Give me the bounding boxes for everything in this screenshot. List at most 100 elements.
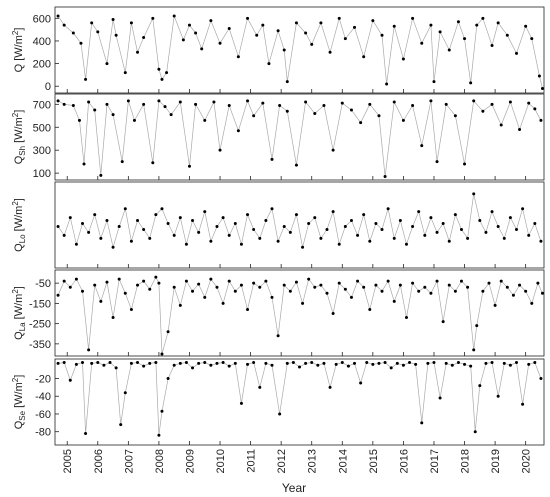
data-point — [258, 236, 262, 240]
data-point — [349, 219, 353, 223]
data-point — [246, 213, 250, 217]
data-point — [319, 283, 323, 287]
series-line — [57, 15, 543, 89]
data-point — [215, 361, 219, 365]
data-point — [258, 385, 262, 389]
data-point — [221, 216, 225, 220]
data-point — [331, 148, 335, 152]
data-point — [505, 285, 509, 289]
data-point — [527, 362, 531, 366]
data-point — [385, 82, 389, 86]
data-point — [514, 227, 518, 231]
data-point — [473, 430, 477, 434]
data-point — [261, 101, 265, 105]
data-point — [71, 31, 75, 35]
data-point — [404, 242, 408, 246]
data-point — [114, 366, 118, 370]
x-tick-label: 2011 — [246, 449, 258, 473]
data-point — [239, 283, 243, 287]
chart-panels: 0 200 400 600 Q [W/m2] 100 300 500 700 QSh [W/m2]… — [11, 6, 545, 446]
data-point — [282, 283, 286, 287]
data-point — [395, 361, 399, 365]
y-axis-label-qsh: QSh [W/m2] — [11, 110, 27, 165]
data-point — [194, 31, 198, 35]
data-point — [432, 80, 436, 84]
data-point — [278, 412, 282, 416]
data-point — [252, 281, 256, 285]
data-point — [304, 31, 308, 35]
data-point — [423, 285, 427, 289]
data-point — [392, 100, 396, 104]
data-point — [191, 219, 195, 223]
data-point — [252, 114, 256, 118]
data-point — [392, 24, 396, 28]
data-point — [246, 307, 250, 311]
data-point — [105, 102, 109, 106]
series-qse — [56, 361, 543, 437]
data-point — [136, 361, 140, 365]
data-point — [502, 236, 506, 240]
data-point — [331, 312, 335, 316]
data-point — [490, 210, 494, 214]
data-point — [401, 118, 405, 122]
data-point — [239, 401, 243, 405]
data-point — [441, 222, 445, 226]
data-point — [74, 277, 78, 281]
data-point — [490, 43, 494, 47]
data-point — [129, 21, 133, 25]
data-point — [160, 352, 164, 356]
data-point — [68, 285, 72, 289]
data-point — [108, 361, 112, 365]
data-point — [499, 279, 503, 283]
data-point — [319, 236, 323, 240]
data-point — [227, 279, 231, 283]
data-point — [316, 363, 320, 367]
data-point — [325, 227, 329, 231]
x-tick-label: 2009 — [184, 449, 196, 473]
data-point — [81, 289, 85, 293]
x-axis-ticks: 2005 2006 2007 2008 2009 2010 2011 2012 2013 2014… — [62, 449, 532, 473]
x-axis-label: Year — [282, 481, 306, 495]
data-point — [343, 224, 347, 228]
data-point — [209, 363, 213, 367]
data-point — [270, 157, 274, 161]
data-point — [466, 285, 470, 289]
data-point — [389, 366, 393, 370]
data-point — [368, 239, 372, 243]
data-point — [469, 81, 473, 85]
y-tick-label: -20 — [35, 374, 51, 386]
data-point — [62, 23, 66, 27]
data-point — [487, 281, 491, 285]
y-tick-label: 100 — [33, 168, 51, 180]
y-axis-label-qla: QLa [W/m2] — [11, 286, 27, 340]
data-point — [154, 361, 158, 365]
data-point — [420, 144, 424, 148]
data-point — [129, 239, 133, 243]
data-point — [62, 233, 66, 237]
data-point — [90, 361, 94, 365]
data-point — [160, 207, 164, 211]
data-point — [142, 279, 146, 283]
data-point — [119, 423, 123, 427]
data-point — [221, 301, 225, 305]
data-point — [359, 121, 363, 125]
data-point — [129, 361, 133, 365]
data-point — [322, 103, 326, 107]
data-point — [276, 239, 280, 243]
y-tick-label: 400 — [33, 36, 51, 48]
data-point — [423, 233, 427, 237]
data-point — [218, 41, 222, 45]
panel-frame — [54, 93, 545, 181]
data-point — [533, 222, 537, 226]
data-point — [197, 230, 201, 234]
y-axis-label-qlo: QLo [W/m2] — [11, 198, 27, 252]
data-point — [84, 431, 88, 435]
data-point — [81, 361, 85, 365]
data-point — [481, 289, 485, 293]
data-point — [368, 307, 372, 311]
x-tick-label: 2015 — [368, 449, 380, 473]
data-point — [411, 16, 415, 20]
data-point — [447, 239, 451, 243]
x-tick-label: 2006 — [93, 449, 105, 473]
data-point — [343, 37, 347, 41]
